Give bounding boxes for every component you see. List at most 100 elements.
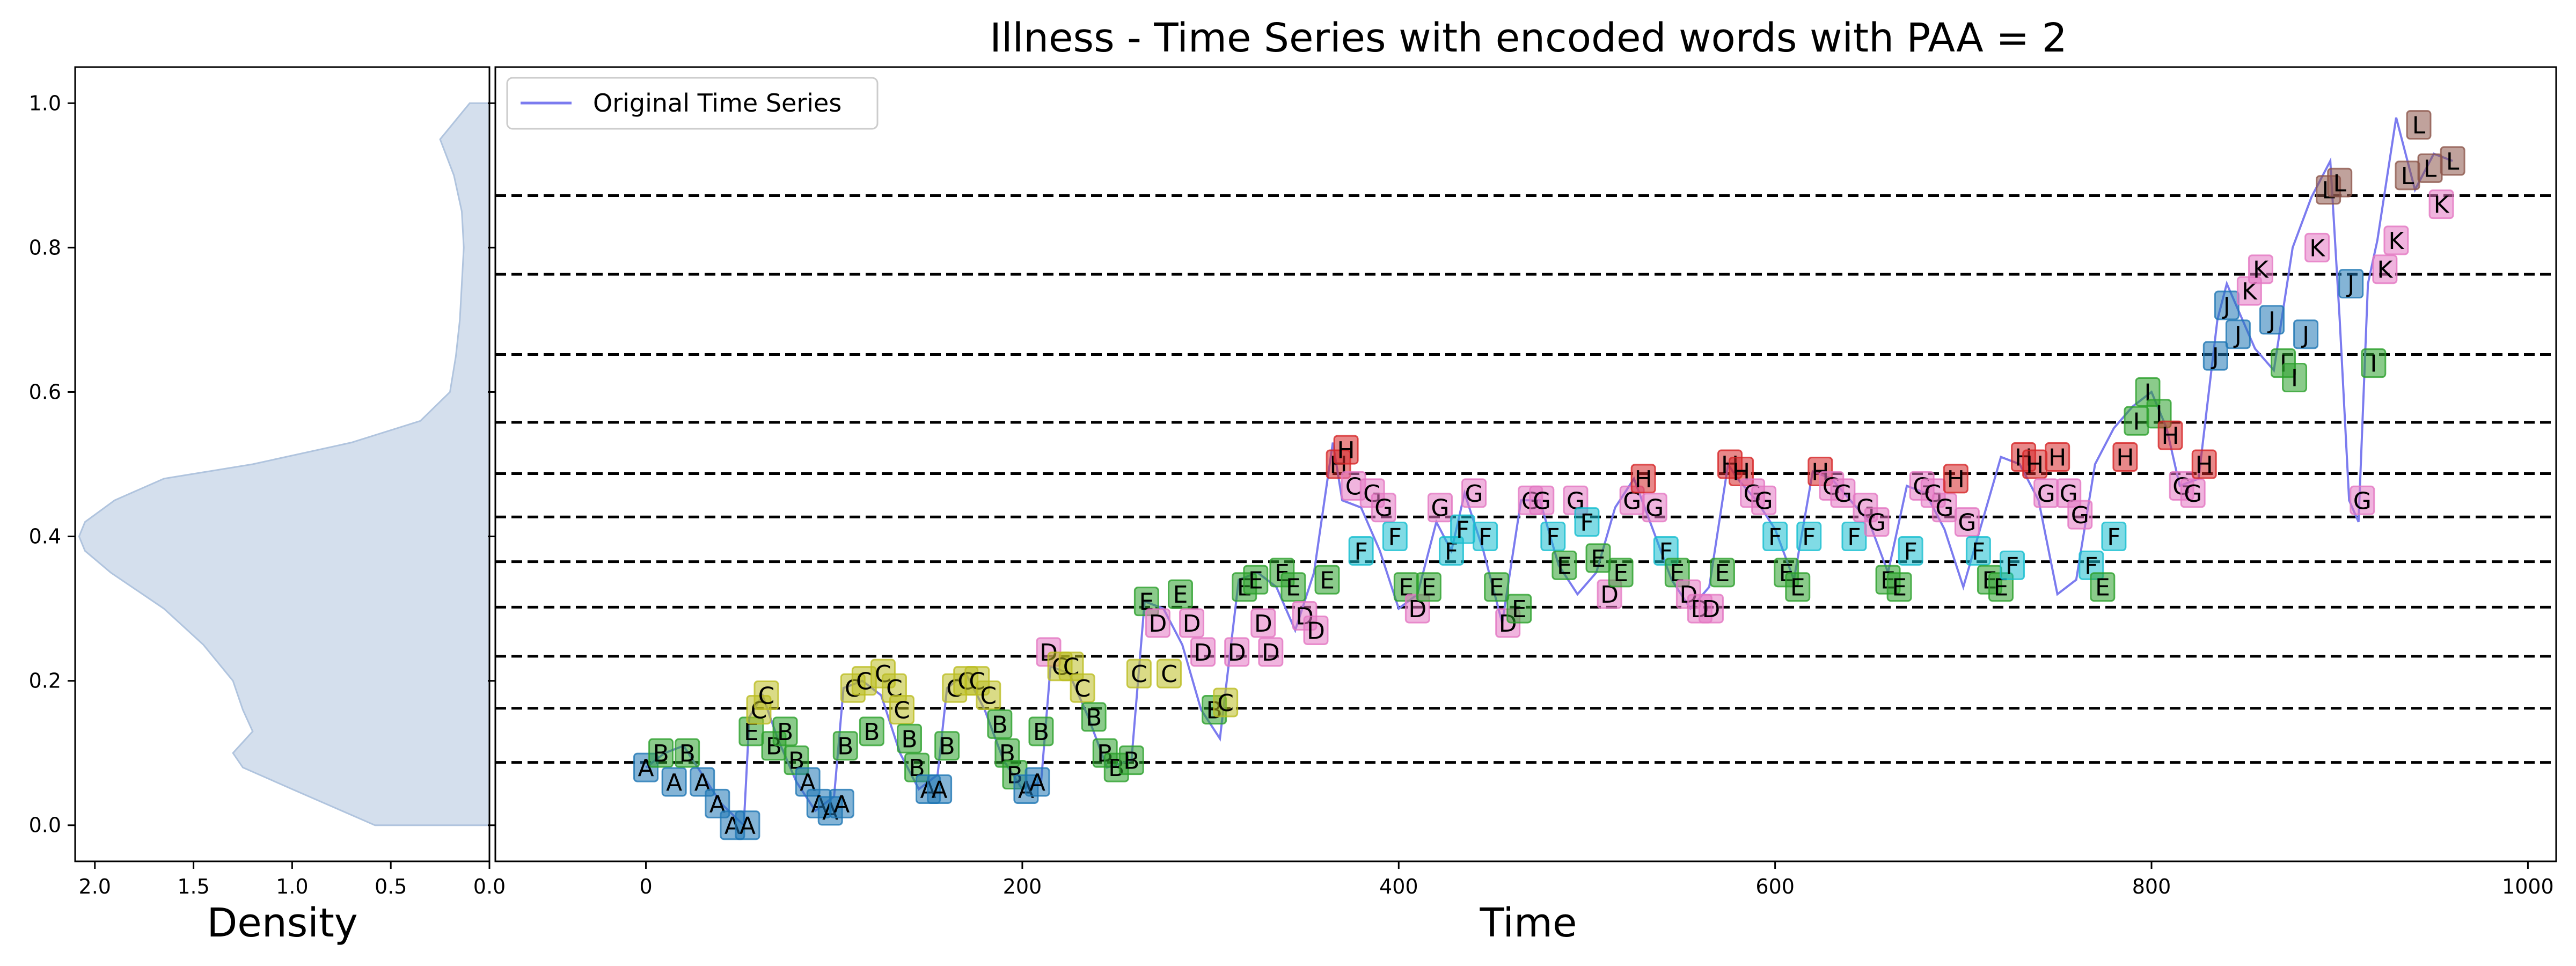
- symbol-label: E: [2095, 574, 2110, 602]
- symbol-label: H: [1635, 466, 1652, 493]
- symbol-box: [1028, 716, 1054, 747]
- symbol-label: J: [2346, 271, 2354, 298]
- symbol-box: [1348, 536, 1374, 566]
- density-x-tick-label: 0.5: [375, 875, 407, 898]
- symbol-label: B: [901, 726, 917, 753]
- symbol-box: [2350, 485, 2375, 515]
- symbol-box: [1529, 485, 1555, 515]
- symbol-label: E: [1421, 574, 1436, 602]
- symbol-marker: E: [2090, 572, 2116, 602]
- symbol-marker: J: [2225, 319, 2251, 349]
- symbol-marker: A: [829, 788, 854, 818]
- density-x-axis-label: Density: [207, 900, 357, 946]
- symbol-label: F: [1354, 538, 1367, 565]
- symbol-label: B: [863, 719, 880, 746]
- symbol-box: [675, 738, 700, 768]
- symbol-marker: F: [1762, 522, 1788, 552]
- time-x-tick-label: 0: [639, 875, 652, 898]
- symbol-label: C: [1131, 661, 1147, 688]
- symbol-box: [1190, 637, 1216, 667]
- symbol-label: B: [939, 733, 955, 760]
- symbol-label: K: [2309, 235, 2325, 262]
- symbol-marker: F: [1348, 536, 1374, 566]
- symbol-label: I: [2133, 408, 2140, 435]
- symbol-box: [829, 788, 854, 818]
- time-x-tick-label: 800: [2132, 875, 2171, 898]
- symbol-box: [859, 716, 884, 747]
- symbol-label: G: [2037, 480, 2055, 508]
- symbol-label: F: [1972, 538, 1985, 565]
- symbol-label: A: [833, 791, 850, 818]
- time-y-ticks: [488, 102, 495, 826]
- symbol-marker: F: [1382, 522, 1408, 552]
- density-y-tick-label: 0.6: [29, 380, 61, 404]
- symbol-marker: K: [2372, 254, 2398, 284]
- symbol-label: B: [777, 719, 793, 746]
- symbol-box: [2428, 189, 2454, 219]
- legend-label-original-series: Original Time Series: [593, 89, 841, 118]
- symbol-box: [1841, 522, 1867, 552]
- symbol-label: C: [894, 697, 910, 724]
- symbol-label: J: [2211, 343, 2219, 370]
- symbol-label: C: [1217, 690, 1234, 717]
- symbol-box: [1709, 558, 1735, 588]
- symbol-label: K: [2253, 257, 2269, 284]
- symbol-marker: G: [1427, 493, 1453, 523]
- symbol-box: [1585, 543, 1611, 573]
- symbol-box: [1506, 594, 1532, 624]
- symbol-box: [772, 716, 798, 747]
- symbol-marker: F: [1473, 522, 1498, 552]
- symbol-label: F: [1580, 509, 1593, 537]
- symbol-box: [1461, 478, 1487, 508]
- symbol-marker: E: [1484, 572, 1510, 602]
- symbol-box: [1751, 485, 1777, 515]
- symbol-box: [987, 709, 1013, 739]
- symbol-marker: D: [1179, 608, 1205, 638]
- symbol-label: E: [1320, 567, 1335, 594]
- symbol-box: [976, 680, 1001, 711]
- symbol-marker: G: [2033, 478, 2059, 508]
- symbol-marker: F: [1574, 507, 1600, 537]
- symbol-label: E: [1715, 560, 1730, 587]
- symbol-label: D: [1183, 610, 1201, 638]
- symbol-marker: I: [2282, 363, 2308, 393]
- symbol-marker: J: [2338, 269, 2364, 299]
- symbol-box: [1943, 464, 1968, 494]
- symbol-marker: E: [1608, 558, 1634, 588]
- symbol-marker: J: [2259, 305, 2285, 335]
- symbol-label: G: [1834, 480, 1852, 508]
- symbol-marker: G: [1642, 493, 1667, 523]
- symbol-box: [927, 774, 953, 804]
- symbol-marker: L: [2327, 167, 2353, 197]
- symbol-box: [1698, 594, 1724, 624]
- symbol-label: G: [1935, 495, 1953, 522]
- symbol-label: K: [2388, 228, 2404, 255]
- symbol-marker: B: [772, 716, 798, 747]
- symbol-box: [2248, 254, 2273, 284]
- density-x-tick-label: 2.0: [79, 875, 111, 898]
- symbol-label: G: [1755, 487, 1773, 515]
- symbol-box: [1156, 658, 1182, 689]
- symbol-label: C: [1074, 675, 1091, 702]
- symbol-marker: I: [2124, 406, 2149, 436]
- symbol-box: [1931, 493, 1957, 523]
- symbol-label: D: [1702, 596, 1720, 623]
- symbol-marker: B: [832, 731, 858, 761]
- symbol-marker: F: [1898, 536, 1923, 566]
- symbol-marker: L: [2440, 146, 2465, 176]
- symbol-marker: E: [1709, 558, 1735, 588]
- symbol-marker: E: [1314, 565, 1340, 595]
- symbol-marker: D: [1258, 637, 1284, 667]
- symbol-label: G: [2184, 480, 2202, 508]
- symbol-marker: H: [2157, 420, 2183, 450]
- symbol-box: [1314, 565, 1340, 595]
- symbol-marker: D: [1303, 615, 1329, 645]
- symbol-marker: F: [2000, 550, 2025, 580]
- symbol-label: F: [1479, 524, 1492, 551]
- symbol-box: [1070, 673, 1095, 703]
- symbol-box: [1303, 615, 1329, 645]
- time-x-tick-label: 200: [1003, 875, 1042, 898]
- symbol-label: F: [2107, 524, 2120, 551]
- symbol-marker: A: [661, 767, 687, 797]
- symbol-label: D: [1194, 639, 1212, 667]
